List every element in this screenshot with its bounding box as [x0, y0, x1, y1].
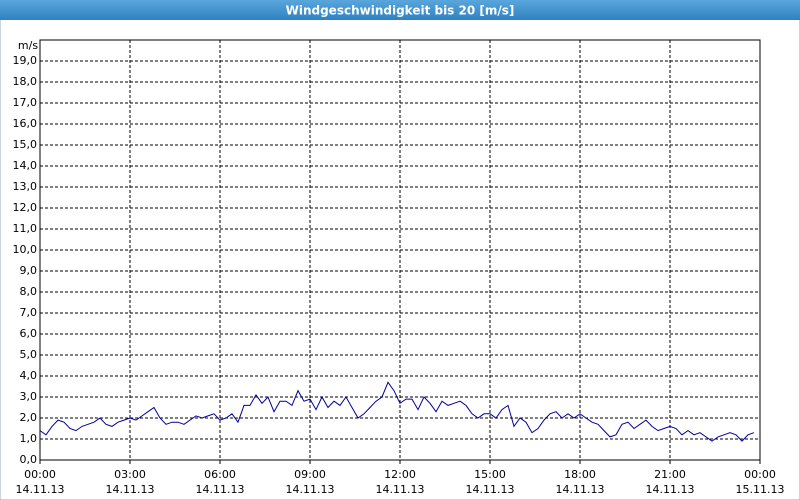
x-tick-label: 12:00: [384, 468, 416, 481]
y-unit: m/s: [18, 39, 38, 52]
x-tick-date: 14.11.13: [376, 483, 425, 496]
y-tick-label: 19,0: [13, 54, 38, 67]
x-tick-date: 14.11.13: [106, 483, 155, 496]
y-tick-label: 8,0: [20, 285, 38, 298]
y-tick-label: 0,0: [20, 453, 38, 466]
y-tick-label: 17,0: [13, 96, 38, 109]
x-tick-label: 15:00: [474, 468, 506, 481]
y-tick-label: 10,0: [13, 243, 38, 256]
x-tick-label: 21:00: [654, 468, 686, 481]
y-tick-label: 1,0: [20, 432, 38, 445]
x-tick-label: 06:00: [204, 468, 236, 481]
x-tick-date: 14.11.13: [196, 483, 245, 496]
y-tick-label: 14,0: [13, 159, 38, 172]
x-tick-date: 14.11.13: [466, 483, 515, 496]
x-tick-label: 18:00: [564, 468, 596, 481]
x-tick-date: 14.11.13: [556, 483, 605, 496]
x-tick-label: 03:00: [114, 468, 146, 481]
y-tick-label: 18,0: [13, 75, 38, 88]
x-tick-date: 14.11.13: [646, 483, 695, 496]
y-tick-label: 5,0: [20, 348, 38, 361]
x-tick-date: 15.11.13: [736, 483, 785, 496]
y-tick-label: 3,0: [20, 390, 38, 403]
y-tick-label: 7,0: [20, 306, 38, 319]
x-tick-label: 00:00: [24, 468, 56, 481]
y-tick-label: 16,0: [13, 117, 38, 130]
y-tick-label: 9,0: [20, 264, 38, 277]
x-tick-date: 14.11.13: [16, 483, 65, 496]
x-tick-label: 00:00: [744, 468, 776, 481]
y-tick-label: 4,0: [20, 369, 38, 382]
x-tick-date: 14.11.13: [286, 483, 335, 496]
title-bar: [0, 0, 800, 20]
y-tick-label: 6,0: [20, 327, 38, 340]
y-tick-label: 11,0: [13, 222, 38, 235]
y-tick-label: 15,0: [13, 138, 38, 151]
y-tick-label: 12,0: [13, 201, 38, 214]
y-tick-label: 13,0: [13, 180, 38, 193]
data-line: [39, 381, 755, 442]
y-tick-label: 2,0: [20, 411, 38, 424]
x-tick-label: 09:00: [294, 468, 326, 481]
chart-title: Windgeschwindigkeit bis 20 [m/s]: [286, 4, 515, 18]
